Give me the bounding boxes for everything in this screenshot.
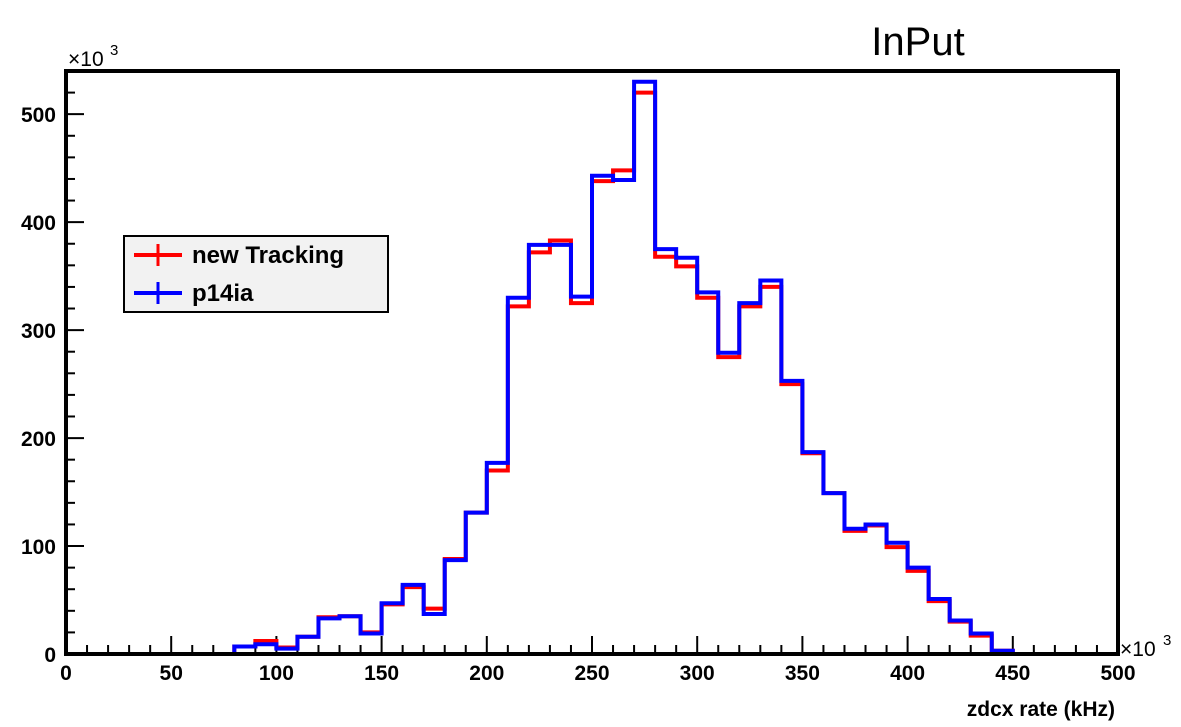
y-tick-label: 300 — [21, 320, 56, 343]
y-multiplier-base: ×10 — [68, 48, 104, 71]
x-tick-label: 500 — [1100, 662, 1135, 685]
y-tick-label: 400 — [21, 212, 56, 235]
x-tick-label: 300 — [680, 662, 715, 685]
x-tick-label: 150 — [364, 662, 399, 685]
x-tick-label: 450 — [995, 662, 1030, 685]
y-multiplier-exp: 3 — [110, 42, 118, 59]
y-tick-label: 0 — [44, 644, 56, 667]
plot-frame — [64, 69, 1120, 656]
x-tick-label: 400 — [890, 662, 925, 685]
x-tick-label: 100 — [259, 662, 294, 685]
x-multiplier-base: ×10 — [1120, 638, 1156, 661]
y-tick-label: 200 — [21, 428, 56, 451]
x-multiplier-exp: 3 — [1163, 632, 1171, 649]
y-multiplier-label: ×10 3 — [68, 42, 118, 71]
legend-label-p14ia: p14ia — [192, 280, 254, 307]
header-title: InPut — [871, 20, 964, 64]
legend: new Tracking p14ia — [123, 235, 389, 313]
x-multiplier-label: ×10 3 — [1120, 632, 1171, 661]
x-tick-label: 0 — [60, 662, 72, 685]
series-p14ia-line — [66, 79, 1118, 656]
y-tick-label: 500 — [21, 104, 56, 127]
y-tick-label: 100 — [21, 536, 56, 559]
series-layer — [66, 79, 1118, 656]
tick-marks — [65, 70, 1119, 655]
x-tick-label: 200 — [469, 662, 504, 685]
legend-label-new-tracking: new Tracking — [192, 242, 344, 269]
y-axis-tick-labels: 0 100 200 300 400 500 — [21, 104, 56, 667]
x-tick-label: 350 — [785, 662, 820, 685]
legend-box — [123, 235, 389, 313]
x-axis-title: zdcx rate (kHz) — [967, 698, 1115, 721]
x-tick-label: 50 — [160, 662, 183, 685]
x-axis-tick-labels: 0 50 100 150 200 250 300 350 400 450 500 — [60, 662, 1135, 685]
x-tick-label: 250 — [574, 662, 609, 685]
